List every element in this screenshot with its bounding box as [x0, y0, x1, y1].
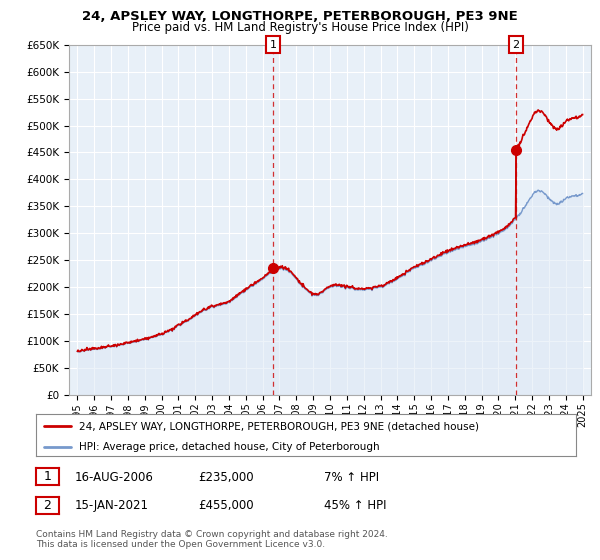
- Text: 24, APSLEY WAY, LONGTHORPE, PETERBOROUGH, PE3 9NE (detached house): 24, APSLEY WAY, LONGTHORPE, PETERBOROUGH…: [79, 421, 479, 431]
- Text: 16-AUG-2006: 16-AUG-2006: [75, 470, 154, 484]
- Text: £235,000: £235,000: [198, 470, 254, 484]
- Text: Price paid vs. HM Land Registry's House Price Index (HPI): Price paid vs. HM Land Registry's House …: [131, 21, 469, 34]
- Text: Contains HM Land Registry data © Crown copyright and database right 2024.: Contains HM Land Registry data © Crown c…: [36, 530, 388, 539]
- Text: 45% ↑ HPI: 45% ↑ HPI: [324, 499, 386, 512]
- Text: 15-JAN-2021: 15-JAN-2021: [75, 499, 149, 512]
- Text: £455,000: £455,000: [198, 499, 254, 512]
- Text: 2: 2: [512, 40, 520, 50]
- Text: 1: 1: [43, 470, 52, 483]
- Text: HPI: Average price, detached house, City of Peterborough: HPI: Average price, detached house, City…: [79, 442, 380, 452]
- Text: This data is licensed under the Open Government Licence v3.0.: This data is licensed under the Open Gov…: [36, 540, 325, 549]
- Text: 1: 1: [269, 40, 277, 50]
- Text: 2: 2: [43, 498, 52, 512]
- Text: 24, APSLEY WAY, LONGTHORPE, PETERBOROUGH, PE3 9NE: 24, APSLEY WAY, LONGTHORPE, PETERBOROUGH…: [82, 10, 518, 23]
- Text: 7% ↑ HPI: 7% ↑ HPI: [324, 470, 379, 484]
